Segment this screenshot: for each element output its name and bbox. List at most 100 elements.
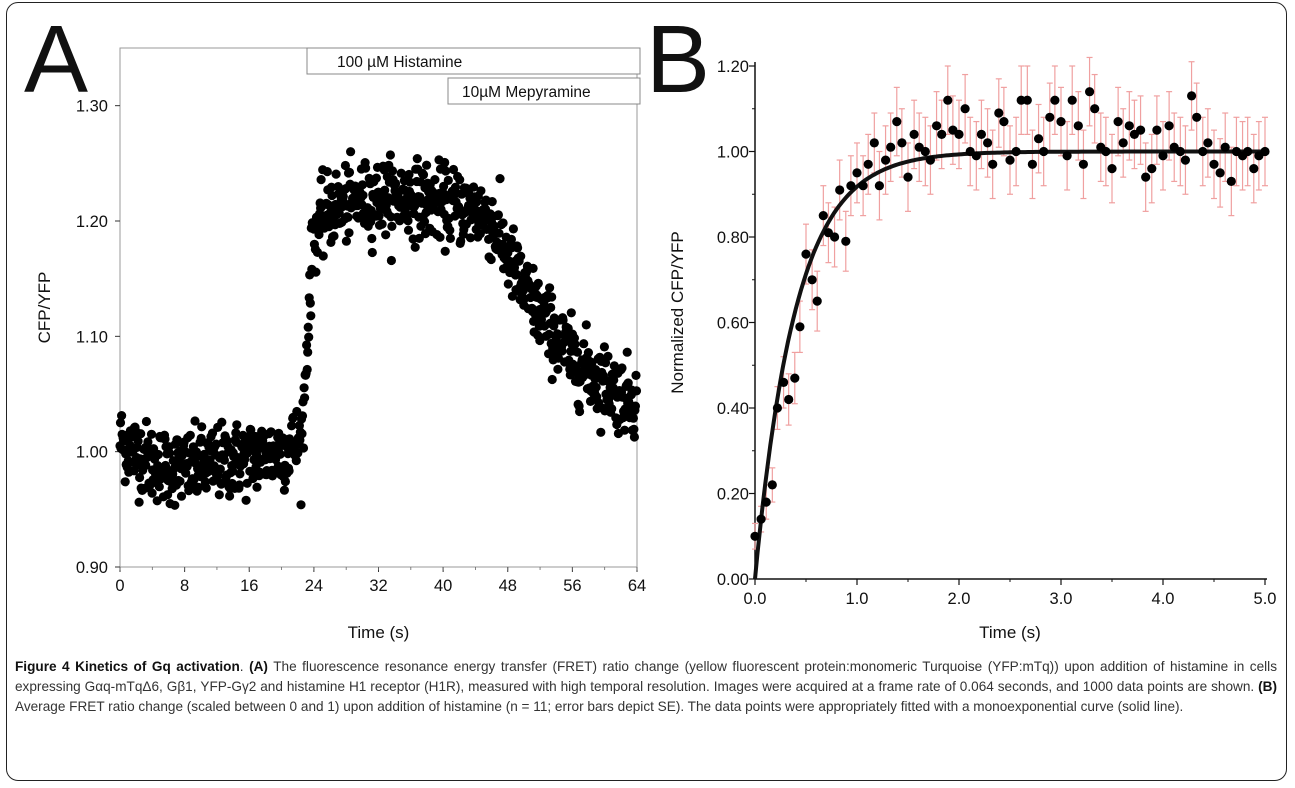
data-point [971,151,981,161]
data-point [284,466,294,476]
data-point [960,104,970,114]
data-point [344,167,355,177]
caption-panel-ref: (A) [249,659,268,674]
data-point [219,455,229,465]
data-point [299,383,309,393]
data-point [1215,168,1225,178]
data-point [133,436,143,446]
data-point [631,386,642,396]
data-point [391,178,401,189]
data-point [903,172,913,182]
data-point [983,138,993,148]
data-point [801,249,811,259]
data-point [932,121,942,131]
data-point [1022,95,1032,105]
data-point [176,491,187,501]
data-point [623,378,633,388]
data-point [999,117,1009,127]
x-tick-label: 2.0 [948,590,971,608]
data-point [440,246,450,256]
data-point [380,185,390,195]
data-point [937,129,947,139]
data-point [1045,112,1055,122]
data-point [146,429,157,439]
data-point [869,138,879,148]
data-point [403,225,414,235]
data-point [818,211,828,221]
data-point [1039,146,1049,157]
data-point [628,413,639,423]
y-tick-label: 1.10 [76,328,108,346]
data-point [1141,172,1151,182]
data-point [511,269,522,279]
data-point [1175,146,1185,157]
data-point [117,411,127,421]
data-point [160,434,170,444]
data-point [516,251,526,261]
data-point [1101,146,1111,157]
data-point [617,363,627,373]
data-point [607,404,617,414]
data-point [1136,125,1146,135]
data-point [311,267,321,277]
mepyramine-annotation: 10µM Mepyramine [462,84,591,101]
data-point [572,347,583,357]
x-tick-label: 3.0 [1050,590,1073,608]
data-point [279,485,289,495]
caption-text: Average FRET ratio change (scaled betwee… [15,699,1184,714]
data-point [291,456,301,466]
data-point [445,233,455,243]
data-point [430,175,440,185]
data-point [1078,159,1088,169]
data-point [410,242,420,252]
data-point [441,166,451,176]
data-point [892,117,902,127]
data-point [175,476,185,486]
data-point [170,500,180,510]
data-point [377,219,387,229]
data-point [1180,155,1190,165]
data-point [387,166,398,176]
data-point [232,420,242,430]
data-point [469,182,479,192]
data-point [1085,87,1095,97]
data-point [486,254,496,265]
data-point [191,447,202,457]
data-point [357,180,368,190]
data-point [830,232,840,242]
data-point [863,159,873,169]
data-point [498,218,508,228]
data-point [266,427,276,437]
data-point [858,181,868,191]
data-point [750,531,760,541]
data-point [476,186,486,196]
data-point [790,373,800,383]
data-point [779,377,789,387]
data-point [241,495,251,505]
x-tick-label: 24 [305,577,323,595]
data-point [493,210,503,220]
data-point [579,339,589,349]
data-point [1113,117,1123,127]
data-point [852,168,862,178]
data-point [385,150,395,160]
data-point [235,469,245,479]
data-point [570,339,580,349]
data-point [1226,176,1236,186]
data-point [784,394,794,405]
histamine-annotation: 100 µM Histamine [337,54,462,71]
monoexponential-fit-curve [753,149,1265,580]
data-point [465,233,476,243]
figure-caption-body: . (A) The fluorescence resonance energy … [15,659,1277,714]
data-point [386,255,396,266]
data-point [302,364,312,375]
data-point [835,185,845,195]
data-point [557,346,567,356]
data-point [599,342,610,352]
data-point [976,129,987,139]
data-point [881,155,891,165]
x-tick-label: 1.0 [846,590,869,608]
data-point [405,177,415,187]
y-tick-label: 0.00 [717,571,749,589]
data-point [215,464,225,474]
